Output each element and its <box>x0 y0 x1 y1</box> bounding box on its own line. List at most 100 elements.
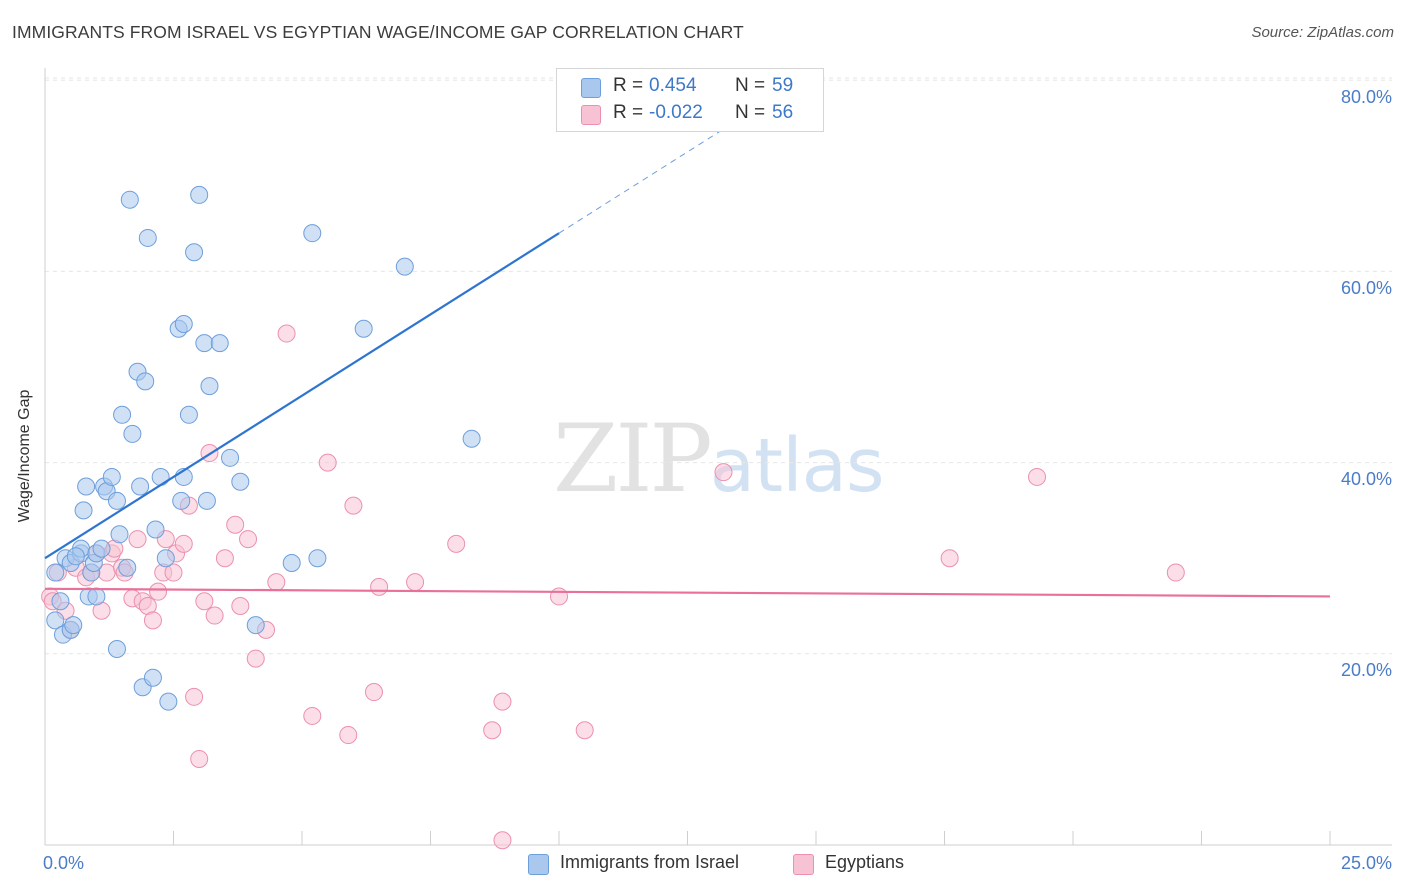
israel-point <box>462 429 481 448</box>
egyptians-point <box>215 549 234 568</box>
egyptians-point <box>493 831 512 850</box>
egyptians-point <box>940 549 959 568</box>
israel-points <box>46 185 481 711</box>
israel-point <box>151 467 170 486</box>
israel-point <box>136 372 155 391</box>
egyptians-point <box>303 706 322 725</box>
egyptians-point <box>231 597 250 615</box>
egyptians-point <box>246 649 265 668</box>
egyptians-point <box>339 726 358 745</box>
israel-point <box>190 185 209 204</box>
israel-point <box>354 319 373 338</box>
israel-point <box>172 491 191 510</box>
y-tick-label: 60.0% <box>1340 278 1392 298</box>
israel-point <box>92 539 111 558</box>
r-label: R = <box>613 75 644 96</box>
watermark-atlas: atlas <box>709 423 885 509</box>
egyptians-swatch <box>581 105 601 125</box>
israel-point <box>102 467 121 486</box>
egyptians-point <box>185 687 204 706</box>
israel-swatch <box>528 854 549 875</box>
egyptians-point <box>195 592 214 611</box>
israel-point <box>221 448 240 467</box>
israel-point <box>51 592 70 611</box>
israel-point <box>159 692 178 711</box>
egyptians-point <box>493 692 512 711</box>
egyptians-point <box>575 721 594 740</box>
egyptians-point <box>483 721 502 740</box>
n-value: 59 <box>772 75 794 96</box>
legend-label: Immigrants from Israel <box>560 852 740 872</box>
axes <box>44 68 1392 846</box>
grid-lines <box>45 77 1392 655</box>
egyptians-point <box>143 611 162 630</box>
r-label: R = <box>613 102 644 123</box>
israel-point <box>246 616 265 635</box>
egyptians-point <box>1166 563 1185 582</box>
israel-point <box>87 587 106 606</box>
israel-point <box>179 405 198 424</box>
israel-point <box>395 257 414 276</box>
egyptians-point <box>406 573 425 592</box>
source-credit: Source: ZipAtlas.com <box>1251 24 1394 41</box>
egyptians-point <box>226 515 245 534</box>
egyptians-point <box>205 606 224 625</box>
israel-point <box>156 549 175 568</box>
n-label: N = <box>735 75 766 96</box>
israel-trend-line <box>44 232 560 560</box>
israel-point <box>138 228 157 247</box>
israel-point <box>282 553 301 572</box>
egyptians-point <box>190 749 209 768</box>
egyptians-point <box>149 582 168 601</box>
israel-point <box>107 640 126 659</box>
y-axis-title: Wage/Income Gap <box>16 389 33 523</box>
egyptians-point <box>344 496 363 515</box>
egyptians-point <box>277 324 296 343</box>
egyptians-point <box>239 530 258 549</box>
israel-point <box>200 377 219 396</box>
r-value: -0.022 <box>649 102 703 123</box>
x-tick-min: 0.0% <box>43 853 85 873</box>
y-tick-label: 80.0% <box>1340 87 1392 107</box>
chart-title: IMMIGRANTS FROM ISRAEL VS EGYPTIAN WAGE/… <box>12 22 744 42</box>
egyptians-point <box>318 453 337 472</box>
watermark-zip: ZIP <box>553 405 713 514</box>
egyptians-point <box>1028 467 1047 486</box>
israel-point <box>195 334 214 353</box>
egyptians-trend-line <box>44 587 1331 598</box>
israel-point <box>46 563 65 582</box>
stats-row-egyptians: R = -0.022 N = 56 <box>557 100 823 126</box>
israel-point <box>46 611 65 630</box>
israel-point <box>118 558 137 577</box>
israel-point <box>146 520 165 539</box>
r-value: 0.454 <box>649 75 697 96</box>
israel-point <box>120 190 139 209</box>
israel-point <box>308 549 327 568</box>
israel-point <box>74 501 93 520</box>
x-tick-max: 25.0% <box>1340 853 1392 873</box>
israel-point <box>197 491 216 510</box>
israel-point <box>64 616 83 635</box>
stats-legend: R = 0.454 N = 59 R = -0.022 N = 56 <box>556 68 824 132</box>
israel-point <box>110 525 129 544</box>
egyptians-point <box>267 573 286 592</box>
egyptians-point <box>364 683 383 702</box>
israel-point <box>107 491 126 510</box>
israel-point <box>210 334 229 353</box>
egyptians-point <box>714 463 733 482</box>
israel-point <box>174 314 193 333</box>
israel-point <box>123 424 142 443</box>
egyptians-points <box>41 324 1185 850</box>
israel-swatch <box>581 78 601 98</box>
stats-row-israel: R = 0.454 N = 59 <box>557 73 823 99</box>
egyptians-swatch <box>793 854 814 875</box>
israel-point <box>303 224 322 243</box>
israel-point <box>77 477 96 496</box>
n-value: 56 <box>772 102 794 123</box>
egyptians-point <box>128 530 147 549</box>
egyptians-point <box>550 587 568 606</box>
egyptians-point <box>174 534 193 553</box>
egyptians-point <box>370 577 389 596</box>
watermark: ZIPatlas <box>553 405 885 514</box>
trend-lines <box>44 118 1331 598</box>
